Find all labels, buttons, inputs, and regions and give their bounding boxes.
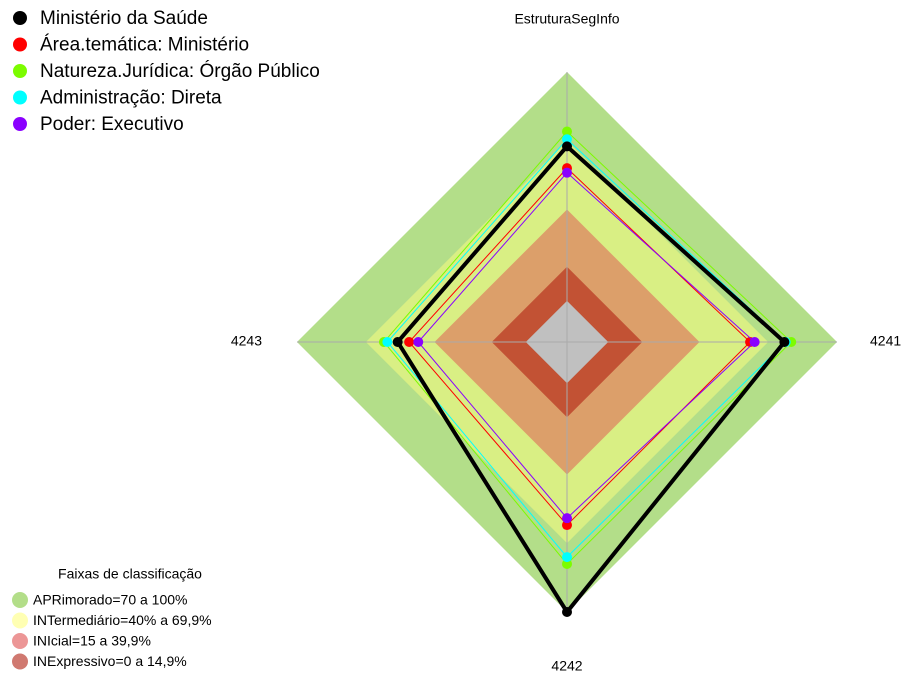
- band-legend-label: INIcial=15 a 39,9%: [33, 633, 151, 649]
- bands-title: Faixas de classificação: [58, 566, 202, 582]
- data-point: [779, 337, 790, 347]
- axis-label: 4243: [231, 333, 262, 349]
- data-point: [562, 134, 572, 145]
- data-point: [562, 552, 572, 563]
- axis-label: 4242: [551, 658, 582, 674]
- legend-label: Ministério da Saúde: [40, 8, 208, 29]
- legend-label: Área.temática: Ministério: [40, 35, 249, 56]
- legend-marker: [13, 117, 27, 131]
- band-legend-label: INExpressivo=0 a 14,9%: [33, 653, 187, 669]
- band-legend-marker: [12, 653, 28, 670]
- legend-label: Administração: Direta: [40, 88, 222, 109]
- data-point: [562, 513, 572, 524]
- band-legend-marker: [12, 633, 28, 649]
- axis-label: EstruturaSegInfo: [514, 11, 619, 27]
- data-point: [562, 520, 572, 531]
- data-point: [562, 141, 572, 152]
- data-point: [562, 167, 572, 178]
- band-legend-marker: [12, 612, 28, 629]
- band-legend-label: INTermediário=40% a 69,9%: [33, 612, 212, 628]
- legend-label: Poder: Executivo: [40, 114, 184, 135]
- data-point: [562, 126, 572, 137]
- band-legend-label: APRimorado=70 a 100%: [33, 592, 188, 608]
- legend-marker: [13, 90, 27, 105]
- data-point: [392, 337, 403, 347]
- legend-marker: [13, 37, 27, 52]
- legend-marker: [13, 11, 27, 25]
- data-point: [562, 607, 572, 617]
- data-point: [749, 337, 760, 347]
- band-legend-marker: [12, 592, 28, 608]
- legend-label: Natureza.Jurídica: Órgão Público: [40, 60, 320, 82]
- data-point: [413, 337, 424, 347]
- data-point: [562, 558, 572, 569]
- data-point: [382, 337, 393, 347]
- legend-marker: [13, 64, 27, 78]
- axis-label: 4241: [870, 333, 901, 349]
- data-point: [404, 337, 415, 347]
